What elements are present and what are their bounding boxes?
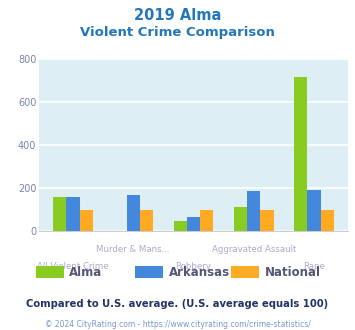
Bar <box>200 210 213 231</box>
Bar <box>66 197 80 231</box>
Bar <box>321 210 334 231</box>
Bar <box>127 195 140 231</box>
Bar <box>260 210 274 231</box>
Bar <box>234 208 247 231</box>
Text: Alma: Alma <box>69 266 103 279</box>
Text: © 2024 CityRating.com - https://www.cityrating.com/crime-statistics/: © 2024 CityRating.com - https://www.city… <box>45 320 310 329</box>
Text: Compared to U.S. average. (U.S. average equals 100): Compared to U.S. average. (U.S. average … <box>26 299 329 309</box>
Bar <box>140 210 153 231</box>
Text: Robbery: Robbery <box>175 262 212 271</box>
Text: National: National <box>264 266 321 279</box>
Bar <box>247 191 260 231</box>
Text: All Violent Crime: All Violent Crime <box>37 262 109 271</box>
Text: 2019 Alma: 2019 Alma <box>134 8 221 23</box>
Text: Arkansas: Arkansas <box>169 266 230 279</box>
Bar <box>187 217 200 231</box>
Bar <box>174 221 187 231</box>
Text: Rape: Rape <box>303 262 325 271</box>
Bar <box>80 210 93 231</box>
Bar <box>307 190 321 231</box>
Bar <box>294 77 307 231</box>
Text: Aggravated Assault: Aggravated Assault <box>212 245 296 254</box>
Bar <box>53 197 66 231</box>
Text: Violent Crime Comparison: Violent Crime Comparison <box>80 26 275 39</box>
Text: Murder & Mans...: Murder & Mans... <box>97 245 170 254</box>
